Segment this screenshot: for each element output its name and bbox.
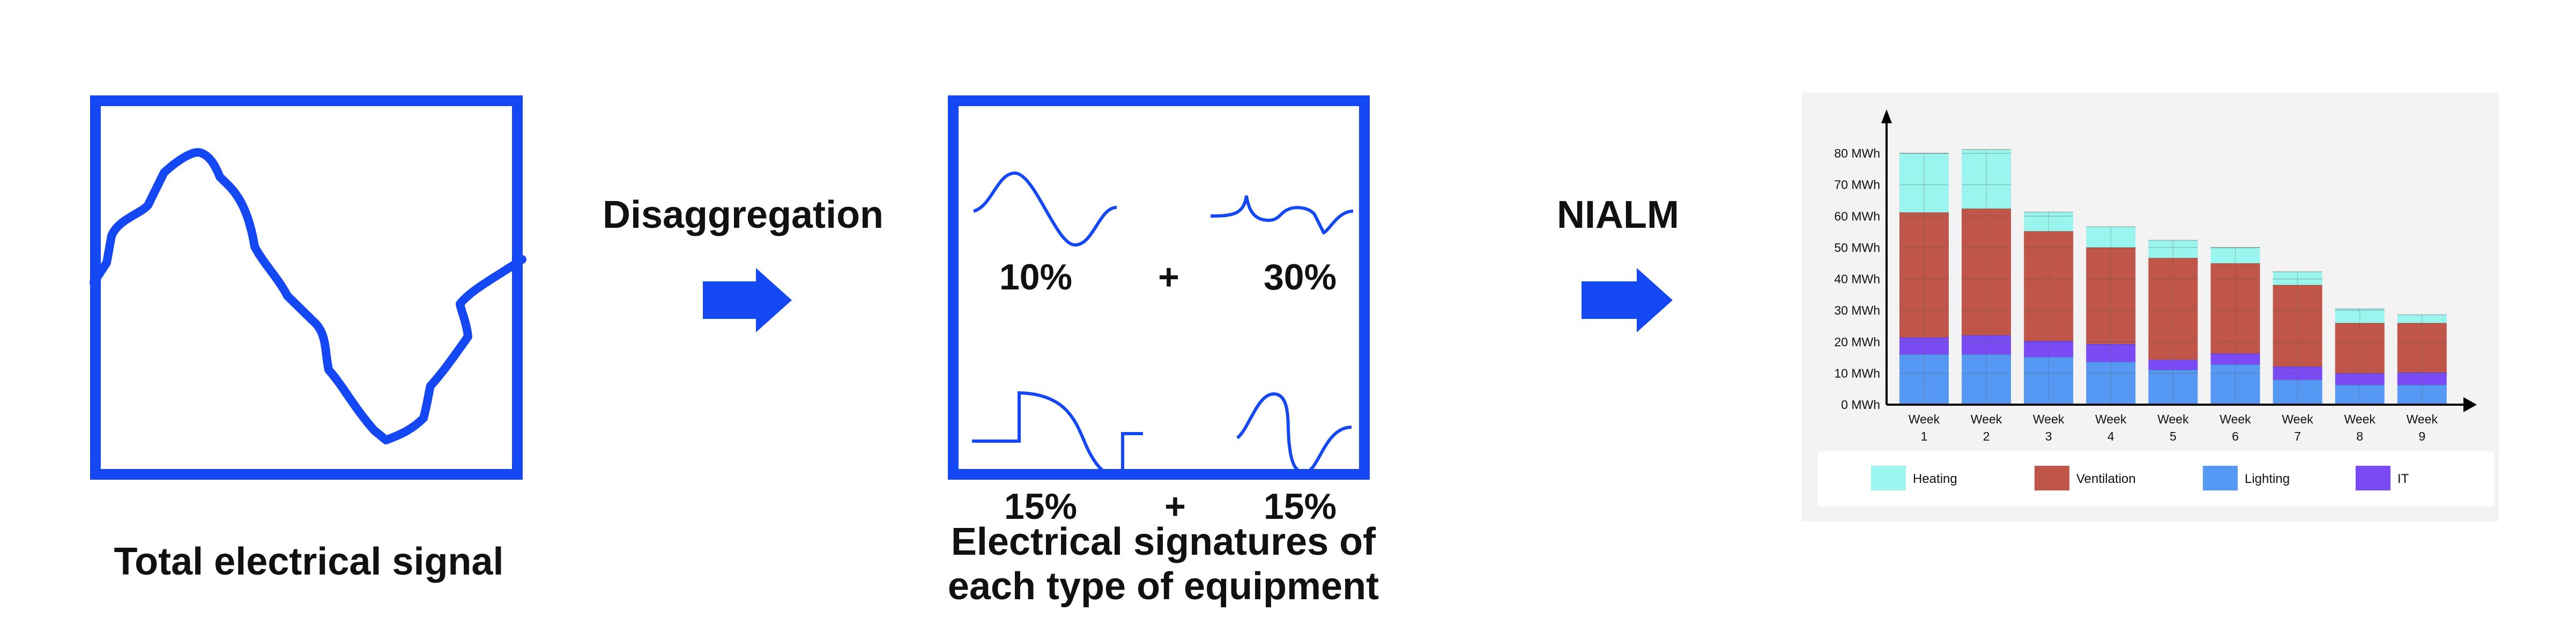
signature-percent-1: 10% [999, 257, 1072, 297]
plus-sign: + [1158, 257, 1179, 297]
bar-segment-heating [2210, 247, 2260, 264]
plus-sign: + [1164, 486, 1186, 527]
legend-items: Heating Ventilation Lighting IT [1871, 466, 2409, 490]
bar-segment-it [2210, 353, 2260, 364]
bar-segment-lighting [2335, 385, 2385, 405]
total-signal-waveform [90, 148, 526, 444]
bar-segment-heating [2397, 315, 2447, 323]
signature-waveform-4 [1236, 392, 1352, 474]
x-tick-label: 7 [2294, 429, 2301, 443]
bar-segment-it [2397, 372, 2447, 385]
x-tick-label: 3 [2045, 429, 2052, 443]
x-tick-label: 1 [1921, 429, 1928, 443]
bar-segment-ventilation [2148, 258, 2198, 360]
x-tick-label: Week [1971, 412, 2002, 426]
right-arrow-icon [703, 268, 792, 332]
nialm-label: NIALM [1557, 193, 1679, 236]
signatures-caption-line2: each type of equipment [948, 565, 1379, 608]
legend-label-lighting: Lighting [2245, 472, 2290, 486]
bar-segment-heating [2024, 212, 2074, 232]
bar-segment-heating [2148, 240, 2198, 258]
x-tick-label: Week [2344, 412, 2376, 426]
x-tick-label: 5 [2170, 429, 2177, 443]
y-tick-label: 80 MWh [1834, 146, 1880, 160]
bar-segment-ventilation [2086, 247, 2136, 344]
bar-segment-ventilation [2210, 263, 2260, 354]
bar-segment-it [1899, 337, 1949, 355]
bar-segment-heating [2335, 309, 2385, 323]
bar-segment-lighting [2210, 364, 2260, 405]
right-arrow-icon [1582, 268, 1673, 332]
x-tick-label: Week [1909, 412, 1940, 426]
signature-waveform-2 [1210, 195, 1354, 235]
total-signal-box [90, 95, 523, 480]
x-tick-label: 4 [2107, 429, 2114, 443]
x-axis-arrow-icon [2463, 397, 2477, 412]
bar-segment-it [1962, 335, 2011, 355]
signature-waveform-1 [973, 171, 1117, 247]
y-tick-label: 10 MWh [1834, 366, 1880, 380]
total-signal-caption: Total electrical signal [114, 540, 504, 583]
legend-label-ventilation: Ventilation [2076, 472, 2136, 486]
bar-segment-lighting [1962, 354, 2011, 405]
stacked-bar-chart: 0 MWh 10 MWh 20 MWh 30 MWh 40 MWh 50 MWh 60 MW… [1834, 109, 2477, 443]
legend-label-it: IT [2397, 472, 2409, 486]
legend-swatch-heating [1871, 466, 1906, 490]
bar-segment-heating [1899, 153, 1949, 213]
y-tick-label: 70 MWh [1834, 178, 1880, 192]
x-tick-label: 2 [1983, 429, 1990, 443]
bar-segment-ventilation [2273, 285, 2322, 367]
signature-waveform-3 [972, 391, 1143, 480]
disaggregation-label: Disaggregation [603, 193, 884, 236]
bar-segment-ventilation [2397, 323, 2447, 373]
y-tick-label: 50 MWh [1834, 241, 1880, 255]
bar-segment-lighting [2148, 369, 2198, 405]
x-tick-label: 8 [2356, 429, 2363, 443]
bar-segment-ventilation [2024, 231, 2074, 341]
legend-swatch-ventilation [2035, 466, 2069, 490]
y-axis-arrow-icon [1881, 109, 1892, 123]
legend-label-heating: Heating [1913, 472, 1957, 486]
y-tick-label: 30 MWh [1834, 303, 1880, 317]
bar-segment-heating [1962, 149, 2011, 209]
bar-segment-ventilation [2335, 323, 2385, 374]
x-tick-label: Week [2219, 412, 2251, 426]
bar-segment-it [2024, 340, 2074, 357]
signature-percent-2: 30% [1264, 257, 1337, 297]
bar-segment-lighting [2024, 356, 2074, 405]
y-tick-label: 0 MWh [1841, 398, 1880, 412]
signature-percent-4: 15% [1264, 486, 1337, 527]
x-tick-label: Week [2033, 412, 2065, 426]
bar-segment-it [2148, 360, 2198, 370]
bar-segment-it [2335, 373, 2385, 385]
bar-segment-heating [2086, 227, 2136, 248]
x-tick-label: Week [2407, 412, 2438, 426]
signature-percent-3: 15% [1004, 486, 1077, 527]
bar-segment-heating [2273, 272, 2322, 285]
y-tick-label: 60 MWh [1834, 209, 1880, 223]
x-tick-label: Week [2095, 412, 2127, 426]
signatures-box [948, 95, 1370, 480]
bar-segment-lighting [2397, 385, 2447, 405]
bar-segment-it [2273, 367, 2322, 380]
y-tick-label: 20 MWh [1834, 335, 1880, 349]
x-tick-label: Week [2157, 412, 2189, 426]
bar-segment-ventilation [1899, 212, 1949, 338]
bar-segment-lighting [2086, 362, 2136, 405]
x-tick-label: 6 [2232, 429, 2239, 443]
signatures-caption-line1: Electrical signatures of [951, 520, 1376, 563]
bar-segment-lighting [1899, 354, 1949, 405]
bar-segment-ventilation [1962, 208, 2011, 336]
bar-segment-it [2086, 344, 2136, 362]
bar-segment-lighting [2273, 379, 2322, 405]
x-tick-label: Week [2282, 412, 2313, 426]
y-tick-label: 40 MWh [1834, 272, 1880, 286]
legend-swatch-it [2356, 466, 2391, 490]
x-tick-label: 9 [2418, 429, 2425, 443]
legend-swatch-lighting [2203, 466, 2238, 490]
